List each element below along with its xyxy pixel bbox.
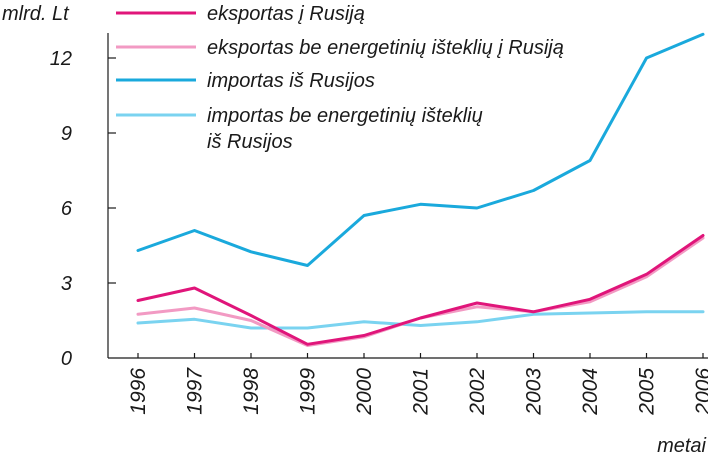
legend-label-3-line-1: iš Rusijos [207,131,293,153]
x-tick-label: 1997 [184,367,207,415]
x-axis-label: metai [657,435,706,457]
x-tick-label: 2005 [636,368,659,416]
y-tick-label: 9 [61,123,72,145]
legend-label-0: eksportas į Rusiją [207,3,365,25]
y-tick-label: 3 [61,273,72,295]
series-line-3 [136,310,705,330]
x-tick-label: 2002 [466,368,489,416]
y-tick-label: 12 [50,48,72,70]
series-line-2 [136,32,705,267]
y-tick-label: 6 [61,198,73,220]
x-tick-label: 2004 [579,368,602,416]
y-ticks: 0 3 6 9 12 [50,48,116,370]
series-lines [136,32,705,347]
series-line-1 [136,236,705,347]
x-tick-label: 2001 [410,368,433,416]
x-tick-label: 2000 [353,368,376,416]
legend: eksportas į Rusiją eksportas be energetin… [116,3,564,153]
x-tick-label: 1999 [297,368,320,415]
y-axis-label: mlrd. Lt [2,3,70,25]
legend-label-3-line-0: importas be energetinių išteklių [207,105,483,127]
legend-label-1: eksportas be energetinių išteklių į Rusi… [207,37,564,59]
legend-label-2: importas iš Rusijos [207,70,375,92]
x-tick-label: 1998 [240,368,263,415]
x-ticks: 1996 1997 1998 1999 2000 2001 2002 2003 2004 2005… [127,353,708,416]
x-tick-label: 1996 [127,368,150,415]
x-tick-label: 2006 [692,368,708,416]
x-tick-label: 2003 [523,368,546,416]
y-tick-label: 0 [61,348,72,370]
series-line-0 [136,234,705,346]
